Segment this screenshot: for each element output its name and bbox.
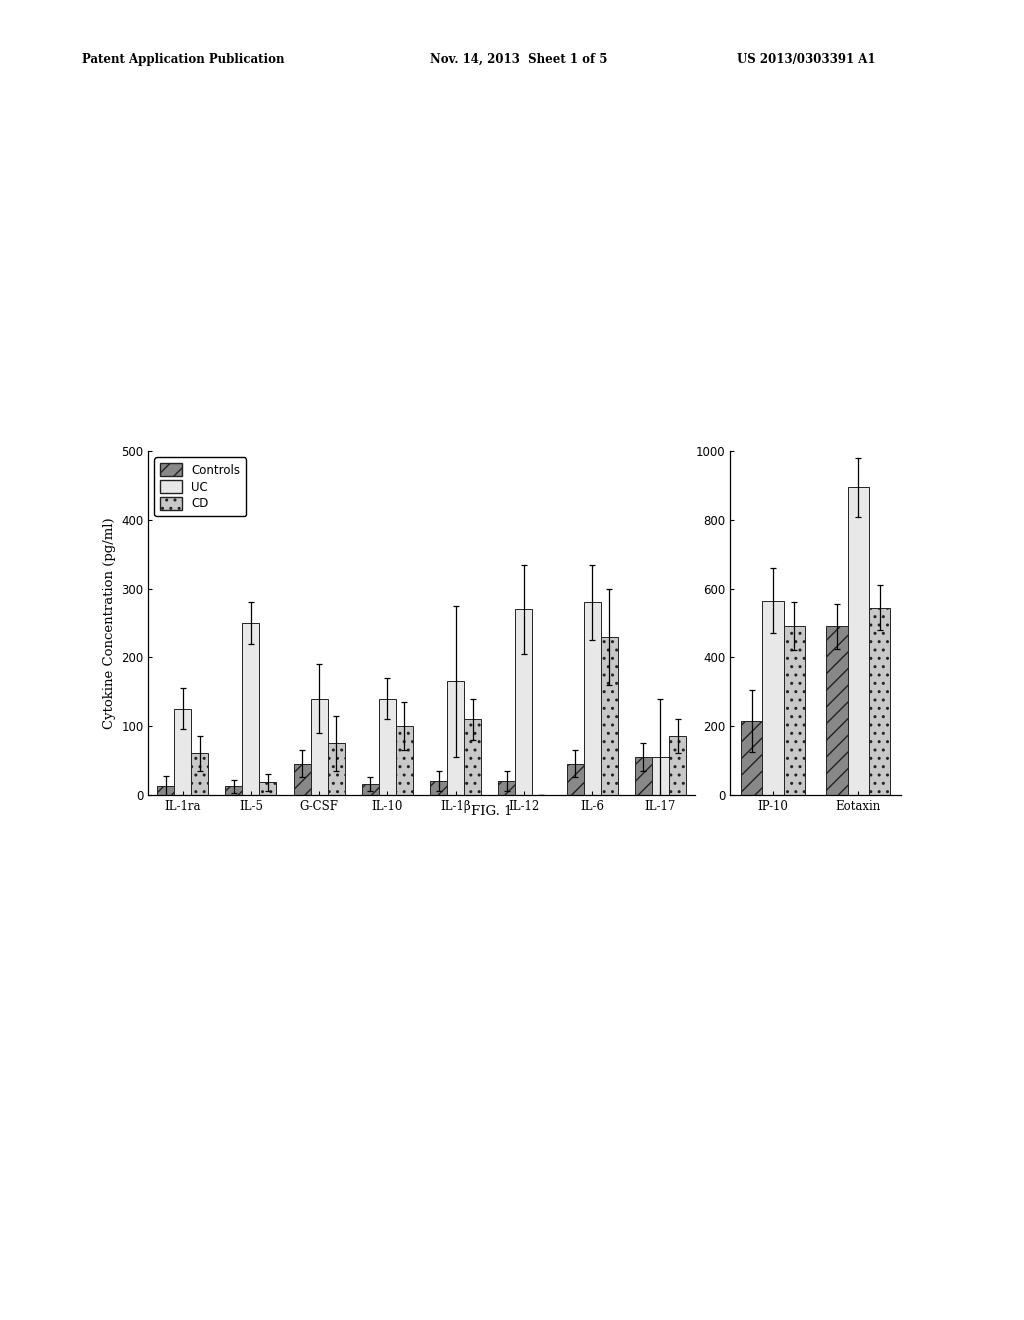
Bar: [826, 627, 848, 795]
Bar: [174, 709, 191, 795]
Bar: [430, 781, 447, 795]
Bar: [635, 756, 652, 795]
Bar: [763, 601, 783, 795]
Bar: [499, 781, 515, 795]
Bar: [584, 602, 601, 795]
Bar: [447, 681, 464, 795]
Bar: [741, 721, 763, 795]
Text: Patent Application Publication: Patent Application Publication: [82, 53, 285, 66]
Bar: [157, 787, 174, 795]
Bar: [225, 787, 243, 795]
Bar: [191, 754, 208, 795]
Bar: [601, 636, 617, 795]
Bar: [259, 783, 276, 795]
Bar: [243, 623, 259, 795]
Bar: [515, 610, 532, 795]
Text: US 2013/0303391 A1: US 2013/0303391 A1: [737, 53, 876, 66]
Bar: [396, 726, 413, 795]
Text: Nov. 14, 2013  Sheet 1 of 5: Nov. 14, 2013 Sheet 1 of 5: [430, 53, 607, 66]
Y-axis label: Cytokine Concentration (pg/ml): Cytokine Concentration (pg/ml): [102, 517, 116, 729]
Legend: Controls, UC, CD: Controls, UC, CD: [155, 457, 246, 516]
Bar: [294, 764, 310, 795]
Bar: [361, 784, 379, 795]
Bar: [464, 719, 481, 795]
Bar: [328, 743, 345, 795]
Bar: [652, 756, 669, 795]
Bar: [869, 607, 891, 795]
Bar: [379, 698, 396, 795]
Bar: [848, 487, 869, 795]
Bar: [669, 737, 686, 795]
Bar: [783, 627, 805, 795]
Bar: [310, 698, 328, 795]
Text: FIG. 1: FIG. 1: [471, 805, 512, 818]
Bar: [566, 764, 584, 795]
